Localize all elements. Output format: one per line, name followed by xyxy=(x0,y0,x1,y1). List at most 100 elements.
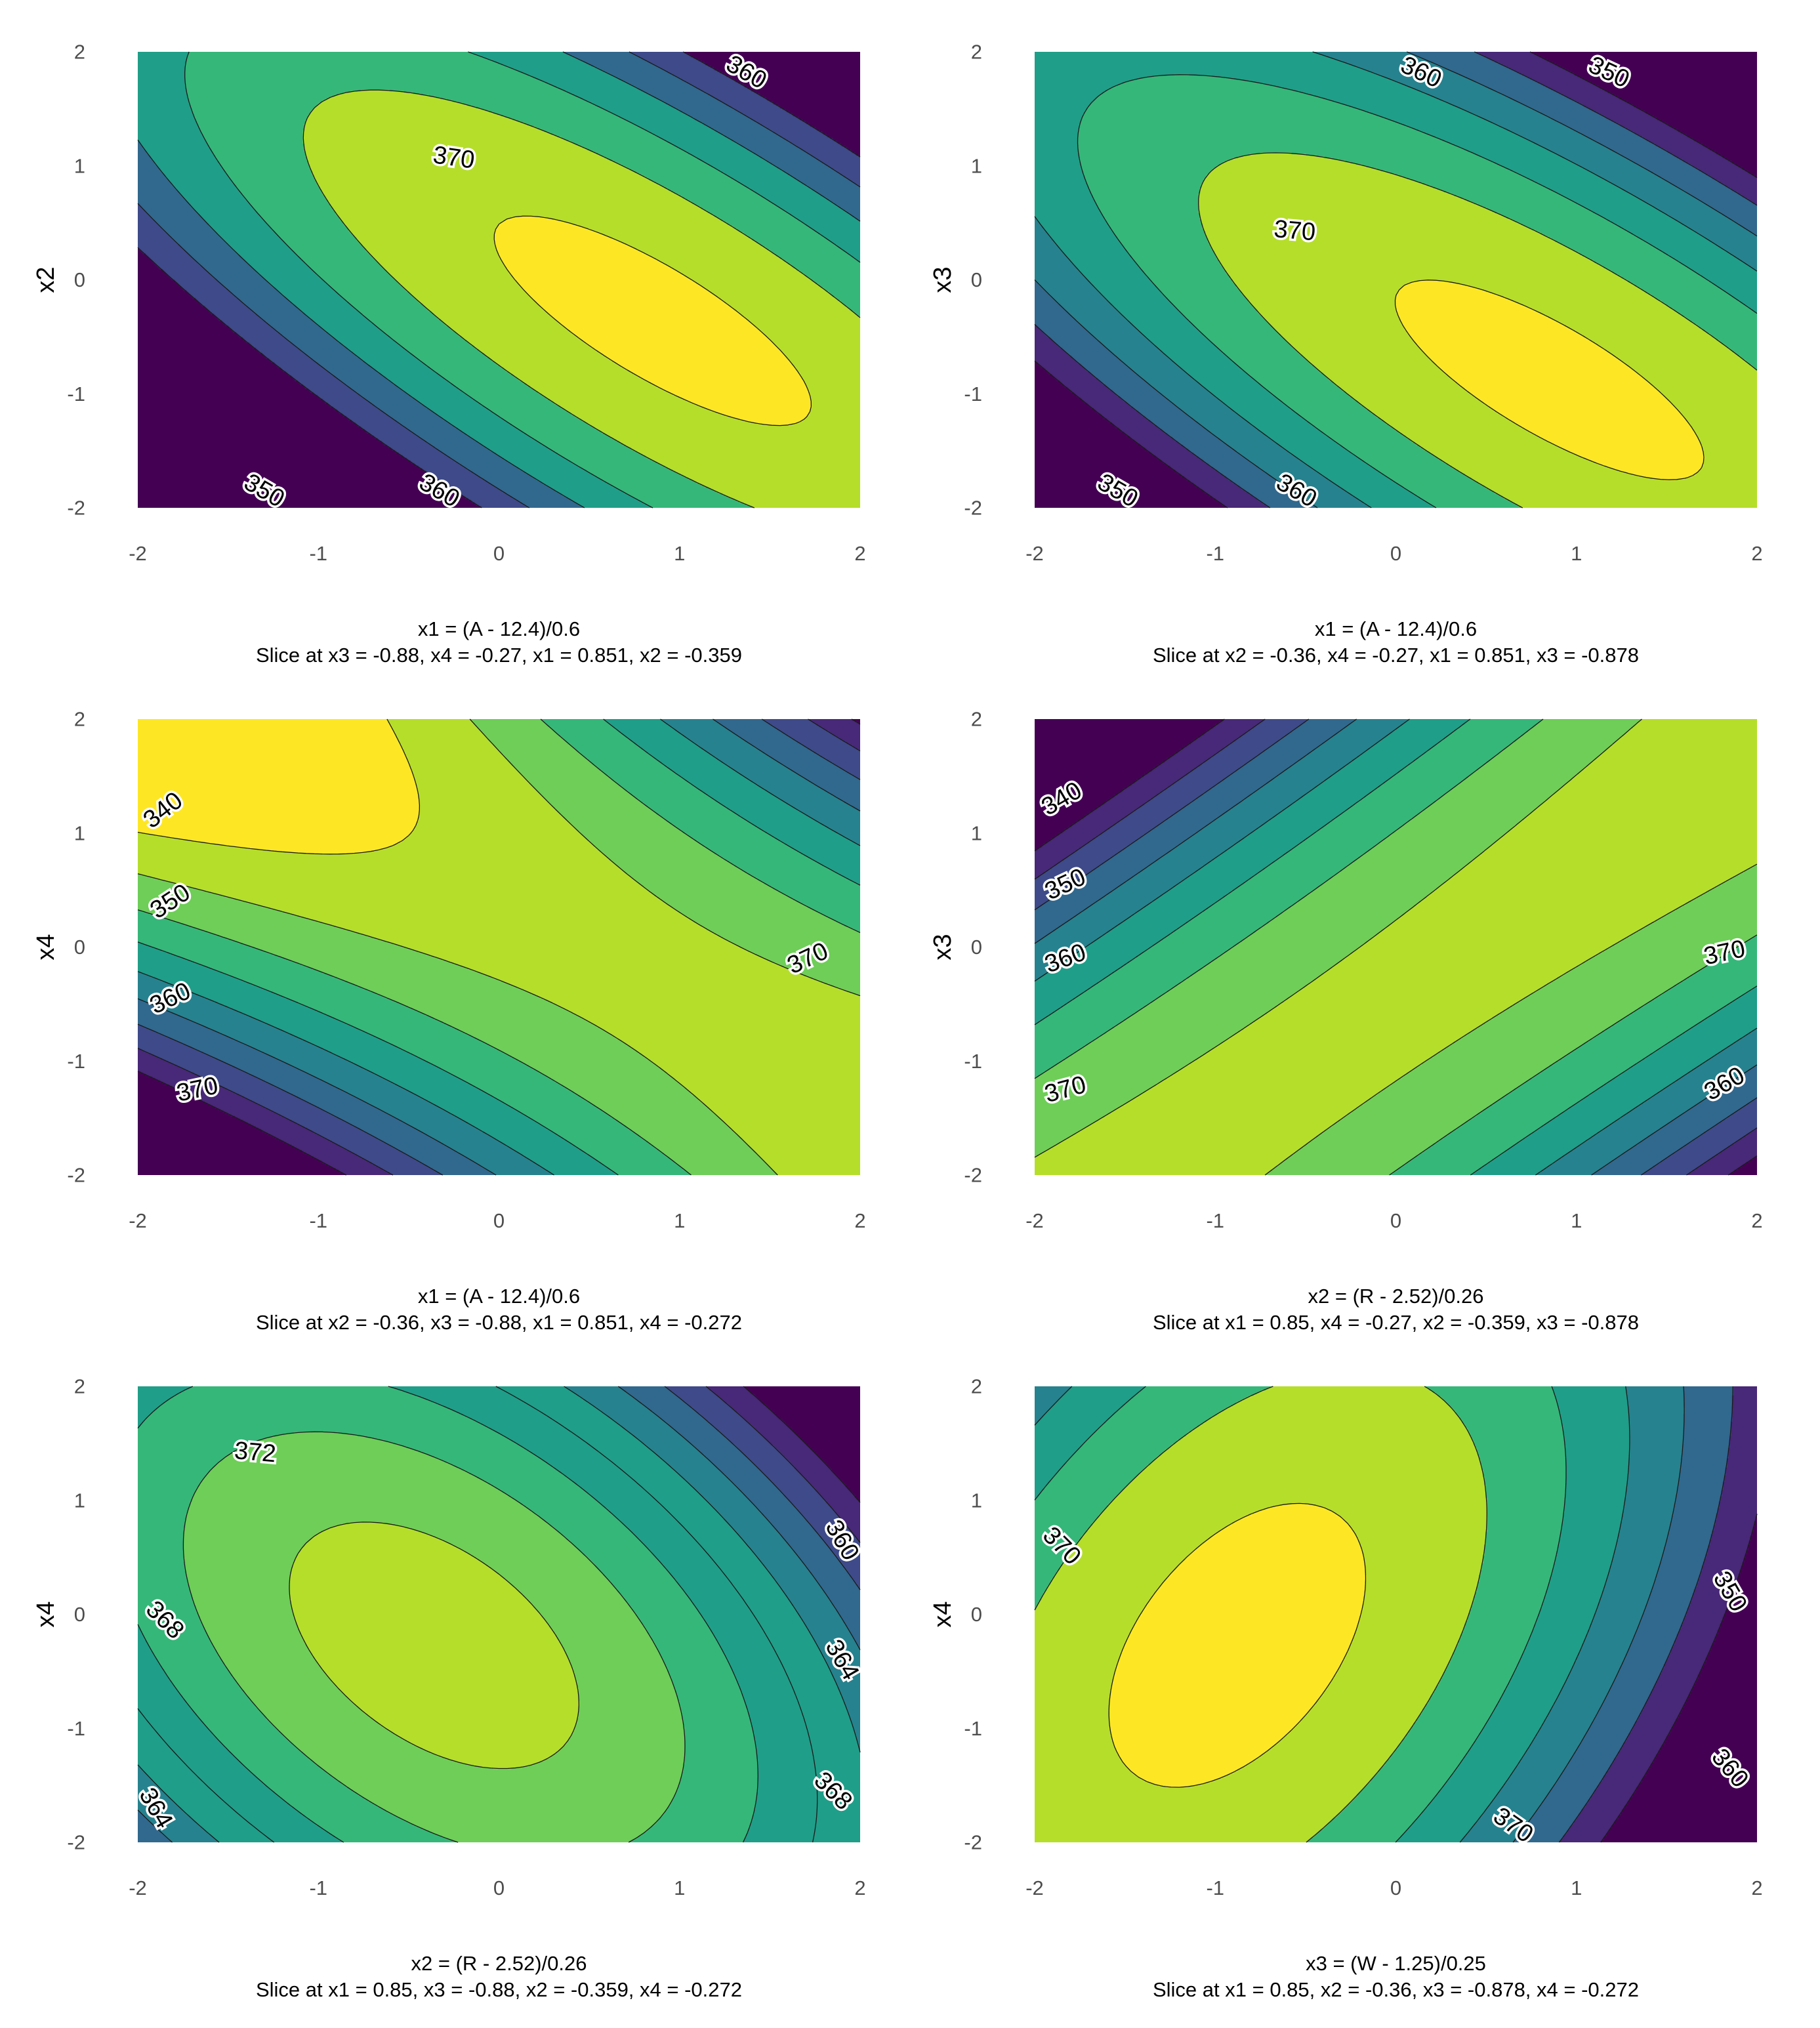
y-tick-label: 0 xyxy=(971,1603,982,1626)
x-axis-label: x3 = (W - 1.25)/0.25 xyxy=(1306,1952,1486,1975)
x-tick-label: 0 xyxy=(493,1209,505,1232)
slice-subtitle: Slice at x2 = -0.36, x4 = -0.27, x1 = 0.… xyxy=(1153,644,1639,667)
contour-line-366 xyxy=(137,1386,758,1843)
contour-line-345 xyxy=(137,718,861,1176)
x-tick-label: 2 xyxy=(854,542,865,565)
y-axis-label: x3 xyxy=(929,266,957,293)
contour-line-358 xyxy=(664,1386,861,1590)
contour-line-350 xyxy=(137,51,861,508)
contour-line-365 xyxy=(1034,1386,1487,1843)
x-tick-label: -1 xyxy=(1206,1876,1224,1899)
x-tick-label: 0 xyxy=(1390,1876,1401,1899)
contour-line-340 xyxy=(137,718,861,1176)
x-axis-label: x1 = (A - 12.4)/0.6 xyxy=(418,617,580,640)
x-tick-label: 0 xyxy=(493,1876,505,1899)
x-tick-label: 1 xyxy=(1571,1209,1582,1232)
y-tick-label: -2 xyxy=(67,497,85,520)
x-tick-label: -1 xyxy=(309,1876,327,1899)
y-tick-label: 2 xyxy=(971,1375,982,1398)
y-tick-label: 0 xyxy=(74,936,85,959)
slice-subtitle: Slice at x3 = -0.88, x4 = -0.27, x1 = 0.… xyxy=(256,644,742,667)
contour-fill xyxy=(138,52,860,508)
x-tick-label: -2 xyxy=(129,542,147,565)
y-tick-label: -1 xyxy=(67,383,85,405)
x-tick-label: 1 xyxy=(1571,1876,1582,1899)
y-tick-label: 2 xyxy=(74,708,85,731)
y-tick-label: 2 xyxy=(971,41,982,64)
y-tick-label: -1 xyxy=(964,1050,982,1073)
contour-line-354 xyxy=(743,1386,861,1503)
contour-line-340 xyxy=(1034,51,1758,508)
x-tick-label: 2 xyxy=(1751,1209,1762,1232)
y-tick-label: 1 xyxy=(74,1489,85,1512)
contour-line-355 xyxy=(1034,51,1758,508)
y-axis-label: x3 xyxy=(929,934,957,960)
y-tick-label: 2 xyxy=(971,708,982,731)
y-tick-label: 2 xyxy=(74,1375,85,1398)
contour-line-355 xyxy=(1034,1386,1630,1843)
contour-value-label: 370 xyxy=(431,141,476,174)
slice-subtitle: Slice at x1 = 0.85, x3 = -0.88, x2 = -0.… xyxy=(256,1978,742,2001)
contour-line-350 xyxy=(1034,718,1758,1176)
y-tick-label: 1 xyxy=(971,821,982,844)
contour-line-368 xyxy=(182,1431,686,1843)
x-tick-label: 1 xyxy=(1571,542,1582,565)
slice-subtitle: Slice at x1 = 0.85, x2 = -0.36, x3 = -0.… xyxy=(1153,1978,1639,2001)
x-axis-label: x2 = (R - 2.52)/0.26 xyxy=(411,1952,587,1975)
contour-line-370 xyxy=(289,1521,580,1769)
contour-line-370 xyxy=(1034,718,1758,1176)
x-tick-label: -2 xyxy=(129,1209,147,1232)
contour-fill xyxy=(1035,1386,1757,1842)
contour-line-345 xyxy=(1034,718,1758,1176)
contour-line-360 xyxy=(137,718,861,1176)
y-tick-label: -2 xyxy=(964,1831,982,1854)
contour-line-365 xyxy=(137,718,861,1176)
contour-line-360 xyxy=(1034,1386,1567,1843)
x-tick-label: 2 xyxy=(1751,542,1762,565)
x-tick-label: 1 xyxy=(674,1209,685,1232)
contour-line-345 xyxy=(1558,1386,1733,1843)
contour-line-365 xyxy=(1034,718,1758,1176)
x-tick-label: -2 xyxy=(1025,1209,1044,1232)
y-tick-label: 2 xyxy=(74,41,85,64)
contour-line-360 xyxy=(1077,74,1758,508)
contour-line-375 xyxy=(137,718,421,855)
contour-line-335 xyxy=(1034,718,1758,1176)
x-axis-label: x1 = (A - 12.4)/0.6 xyxy=(1315,617,1477,640)
y-tick-label: -2 xyxy=(67,1831,85,1854)
contour-line-345 xyxy=(137,51,861,508)
slice-subtitle: Slice at x2 = -0.36, x3 = -0.88, x1 = 0.… xyxy=(256,1311,742,1334)
contour-line-365 xyxy=(302,89,861,508)
contour-line-340 xyxy=(1034,718,1758,1176)
x-tick-label: -2 xyxy=(1025,1876,1044,1899)
contour-line-360 xyxy=(137,1386,861,1843)
x-tick-label: 2 xyxy=(854,1876,865,1899)
contour-line-365 xyxy=(1198,152,1758,508)
contour-line-370 xyxy=(1108,1502,1367,1788)
x-tick-label: 2 xyxy=(1751,1876,1762,1899)
x-tick-label: 1 xyxy=(674,1876,685,1899)
y-tick-label: -1 xyxy=(67,1050,85,1073)
contour-line-355 xyxy=(137,51,861,508)
x-tick-label: -1 xyxy=(1206,542,1224,565)
contour-line-340 xyxy=(1600,1514,1758,1843)
x-axis-label: x1 = (A - 12.4)/0.6 xyxy=(418,1285,580,1308)
y-axis-label: x4 xyxy=(32,934,60,960)
y-tick-label: 1 xyxy=(74,821,85,844)
y-axis-label: x2 xyxy=(32,266,60,293)
contour-fill xyxy=(1035,52,1757,508)
x-tick-label: -1 xyxy=(1206,1209,1224,1232)
contour-line-350 xyxy=(1034,51,1758,508)
y-tick-label: -1 xyxy=(964,1717,982,1740)
y-axis-label: x4 xyxy=(32,1601,60,1627)
y-tick-label: 1 xyxy=(971,1489,982,1512)
contour-line-350 xyxy=(137,718,861,1176)
contour-fill xyxy=(138,719,860,1175)
y-tick-label: 1 xyxy=(971,154,982,177)
